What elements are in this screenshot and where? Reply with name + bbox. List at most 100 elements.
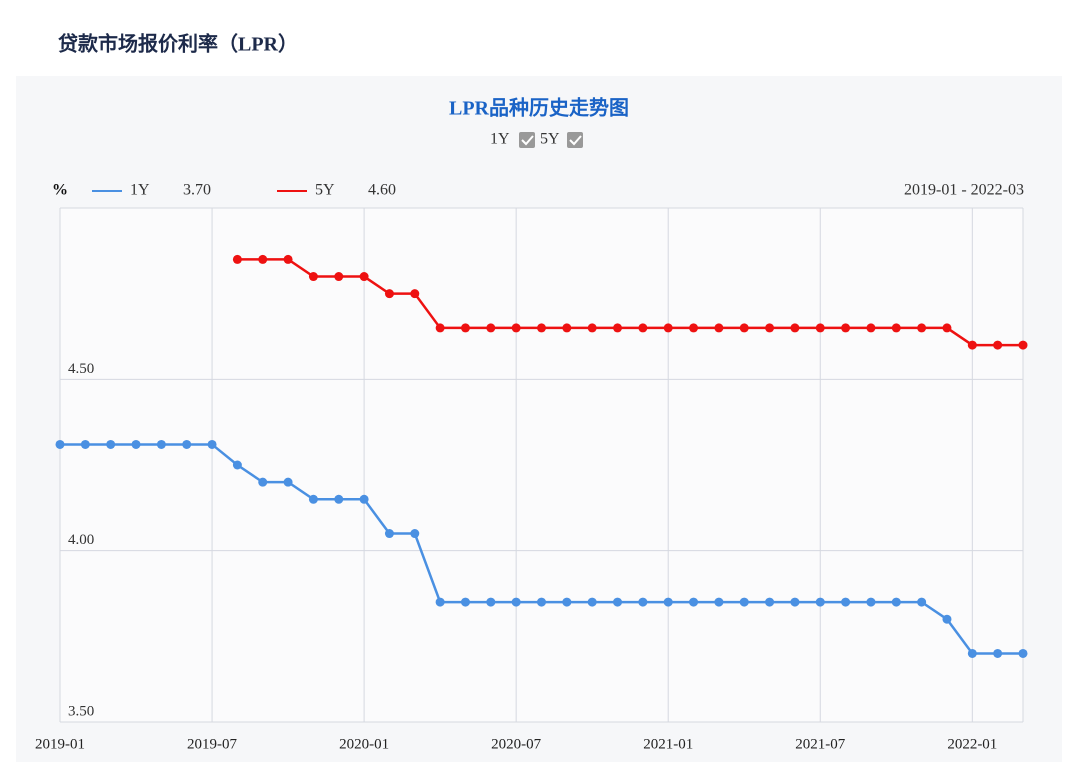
data-point: [435, 323, 445, 333]
data-point: [334, 272, 344, 282]
data-point: [967, 340, 977, 350]
data-point: [232, 254, 242, 264]
data-point: [359, 494, 369, 504]
plot-area: [60, 208, 1023, 722]
data-point: [663, 323, 673, 333]
x-tick-label: 2022-01: [947, 736, 997, 752]
data-point: [562, 597, 572, 607]
data-point: [384, 289, 394, 299]
data-point: [815, 597, 825, 607]
y-unit: %: [52, 182, 68, 199]
data-point: [207, 439, 217, 449]
x-tick-label: 2019-07: [187, 736, 237, 752]
data-point: [891, 323, 901, 333]
toggle-1y[interactable]: 1Y: [490, 131, 535, 148]
data-point: [460, 323, 470, 333]
data-point: [80, 439, 90, 449]
data-point: [359, 272, 369, 282]
data-point: [689, 597, 699, 607]
data-point: [765, 597, 775, 607]
data-point: [435, 597, 445, 607]
data-point: [841, 597, 851, 607]
data-point: [790, 323, 800, 333]
data-point: [866, 323, 876, 333]
data-point: [917, 323, 927, 333]
data-point: [334, 494, 344, 504]
data-point: [258, 254, 268, 264]
check: [521, 135, 534, 146]
x-tick-label: 2019-01: [35, 736, 85, 752]
legend-label: 1Y: [130, 182, 150, 199]
data-point: [486, 323, 496, 333]
data-point: [308, 494, 318, 504]
checkbox[interactable]: [519, 132, 535, 148]
check: [569, 135, 582, 146]
data-point: [537, 597, 546, 607]
toggle-label[interactable]: 5Y: [540, 131, 560, 148]
data-point: [993, 648, 1003, 658]
data-point: [739, 323, 749, 333]
data-point: [258, 477, 268, 487]
data-point: [714, 597, 724, 607]
y-tick-label: 4.50: [68, 361, 94, 377]
toggle-5y[interactable]: 5Y: [540, 131, 583, 148]
date-range: 2019-01 - 2022-03: [904, 182, 1024, 199]
data-point: [1018, 340, 1028, 350]
data-point: [765, 323, 775, 333]
data-point: [663, 597, 673, 607]
data-point: [460, 597, 470, 607]
data-point: [410, 529, 420, 539]
data-point: [841, 323, 851, 333]
data-point: [942, 323, 952, 333]
toggle-label[interactable]: 1Y: [490, 131, 510, 148]
data-point: [283, 477, 293, 487]
data-point: [384, 529, 394, 539]
data-point: [1018, 648, 1028, 658]
x-tick-label: 2020-01: [339, 736, 389, 752]
data-point: [308, 272, 318, 282]
data-point: [537, 323, 546, 333]
legend-label: 5Y: [315, 182, 335, 199]
data-point: [511, 597, 521, 607]
data-point: [613, 323, 623, 333]
data-point: [182, 439, 192, 449]
data-point: [131, 439, 141, 449]
data-point: [866, 597, 876, 607]
data-point: [739, 597, 749, 607]
data-point: [486, 597, 496, 607]
data-point: [283, 254, 293, 264]
data-point: [689, 323, 699, 333]
data-point: [106, 439, 116, 449]
data-point: [156, 439, 166, 449]
legend-value: 4.60: [368, 182, 396, 199]
data-point: [55, 439, 65, 449]
data-point: [232, 460, 242, 470]
y-tick-label: 3.50: [68, 703, 94, 719]
data-point: [993, 340, 1003, 350]
y-tick-label: 4.00: [68, 532, 94, 548]
data-point: [815, 323, 825, 333]
data-point: [587, 323, 597, 333]
data-point: [790, 597, 800, 607]
data-point: [613, 597, 623, 607]
data-point: [587, 597, 597, 607]
data-point: [917, 597, 927, 607]
data-point: [638, 597, 648, 607]
x-tick-label: 2020-07: [491, 736, 541, 752]
data-point: [891, 597, 901, 607]
x-tick-label: 2021-07: [795, 736, 845, 752]
data-point: [714, 323, 724, 333]
data-point: [511, 323, 521, 333]
data-point: [562, 323, 572, 333]
checkbox[interactable]: [567, 132, 583, 148]
chart-title: LPR品种历史走势图: [449, 96, 629, 120]
data-point: [638, 323, 648, 333]
page-header: 贷款市场报价利率（LPR）: [58, 32, 298, 56]
data-point: [967, 648, 977, 658]
data-point: [942, 614, 952, 624]
data-point: [410, 289, 420, 299]
legend-value: 3.70: [183, 182, 211, 199]
x-tick-label: 2021-01: [643, 736, 693, 752]
